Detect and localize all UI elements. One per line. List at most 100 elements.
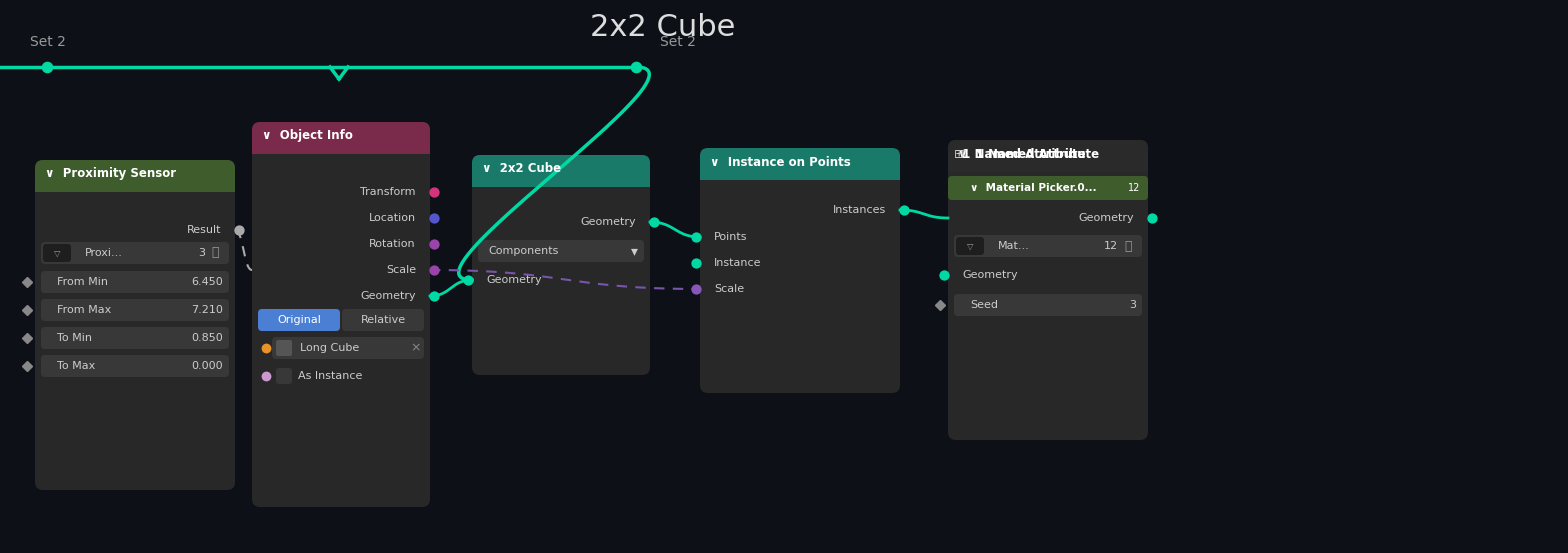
- FancyBboxPatch shape: [699, 148, 900, 393]
- Text: 12: 12: [1127, 183, 1140, 193]
- FancyBboxPatch shape: [41, 271, 229, 293]
- FancyBboxPatch shape: [34, 182, 235, 192]
- Text: ∨  Instance on Points: ∨ Instance on Points: [710, 155, 851, 169]
- FancyBboxPatch shape: [478, 240, 644, 262]
- FancyBboxPatch shape: [276, 340, 292, 356]
- Text: ⛨: ⛨: [1124, 239, 1132, 253]
- Text: Geometry: Geometry: [486, 275, 541, 285]
- Text: Instances: Instances: [833, 205, 886, 215]
- FancyBboxPatch shape: [949, 140, 1148, 168]
- FancyBboxPatch shape: [699, 148, 900, 176]
- Point: [684, 285, 709, 294]
- Text: ∨  2x2 Cube: ∨ 2x2 Cube: [481, 163, 561, 175]
- Text: Original: Original: [278, 315, 321, 325]
- FancyBboxPatch shape: [949, 140, 1148, 440]
- Text: ⊞: ⊞: [953, 148, 964, 160]
- FancyBboxPatch shape: [41, 327, 229, 349]
- FancyBboxPatch shape: [949, 162, 1148, 172]
- Text: Points: Points: [713, 232, 748, 242]
- FancyBboxPatch shape: [472, 177, 651, 187]
- FancyBboxPatch shape: [949, 176, 1148, 200]
- Text: 12: 12: [1104, 241, 1118, 251]
- FancyBboxPatch shape: [41, 299, 229, 321]
- Text: Instance: Instance: [713, 258, 762, 268]
- Text: ⛨: ⛨: [212, 247, 220, 259]
- Point: [34, 62, 60, 71]
- Text: 7.210: 7.210: [191, 305, 223, 315]
- Text: From Min: From Min: [56, 277, 108, 287]
- Text: 3: 3: [1129, 300, 1135, 310]
- FancyBboxPatch shape: [699, 170, 900, 180]
- Point: [254, 372, 279, 380]
- Text: ▾: ▾: [630, 244, 638, 258]
- Text: ▽: ▽: [967, 242, 974, 251]
- Text: 0.850: 0.850: [191, 333, 223, 343]
- FancyBboxPatch shape: [953, 294, 1142, 316]
- Point: [455, 275, 480, 284]
- FancyBboxPatch shape: [34, 160, 235, 490]
- FancyBboxPatch shape: [472, 155, 651, 183]
- Text: Scale: Scale: [713, 284, 745, 294]
- Text: 0.000: 0.000: [191, 361, 223, 371]
- Point: [422, 239, 447, 248]
- Text: Transform: Transform: [361, 187, 416, 197]
- FancyBboxPatch shape: [953, 235, 1142, 257]
- FancyBboxPatch shape: [252, 144, 430, 154]
- Text: From Max: From Max: [56, 305, 111, 315]
- Point: [641, 217, 666, 226]
- Point: [422, 213, 447, 222]
- FancyBboxPatch shape: [42, 244, 71, 262]
- Text: Scale: Scale: [386, 265, 416, 275]
- Text: Rotation: Rotation: [370, 239, 416, 249]
- Text: ∨  Proximity Sensor: ∨ Proximity Sensor: [45, 168, 176, 180]
- Text: 3: 3: [198, 248, 205, 258]
- Point: [422, 265, 447, 274]
- Point: [422, 187, 447, 196]
- FancyBboxPatch shape: [472, 155, 651, 375]
- FancyBboxPatch shape: [252, 122, 430, 150]
- Text: Geometry: Geometry: [361, 291, 416, 301]
- Text: ×: ×: [411, 342, 422, 354]
- Text: 2x2 Cube: 2x2 Cube: [590, 13, 735, 41]
- Text: 1 Named Attribute: 1 Named Attribute: [953, 148, 1085, 160]
- Point: [226, 226, 251, 234]
- FancyBboxPatch shape: [41, 242, 229, 264]
- Text: Result: Result: [187, 225, 221, 235]
- Text: ∨  1 Named Attribute: ∨ 1 Named Attribute: [958, 148, 1099, 160]
- Point: [422, 291, 447, 300]
- Text: 6.450: 6.450: [191, 277, 223, 287]
- FancyBboxPatch shape: [276, 368, 292, 384]
- Text: As Instance: As Instance: [298, 371, 362, 381]
- Text: To Min: To Min: [56, 333, 93, 343]
- FancyBboxPatch shape: [259, 309, 340, 331]
- FancyBboxPatch shape: [271, 337, 423, 359]
- Text: Seed: Seed: [971, 300, 997, 310]
- Point: [684, 259, 709, 268]
- FancyBboxPatch shape: [956, 237, 985, 255]
- Text: Geometry: Geometry: [580, 217, 637, 227]
- Text: ∨  Object Info: ∨ Object Info: [262, 129, 353, 143]
- Text: Relative: Relative: [361, 315, 406, 325]
- Point: [931, 270, 956, 279]
- Text: Components: Components: [488, 246, 558, 256]
- Text: Long Cube: Long Cube: [299, 343, 359, 353]
- Text: Proxi...: Proxi...: [85, 248, 122, 258]
- Text: Set 2: Set 2: [660, 35, 696, 49]
- Text: Geometry: Geometry: [1079, 213, 1134, 223]
- Text: ▽: ▽: [53, 248, 60, 258]
- Text: Location: Location: [368, 213, 416, 223]
- FancyBboxPatch shape: [41, 355, 229, 377]
- Point: [1140, 213, 1165, 222]
- Point: [892, 206, 917, 215]
- Text: Set 2: Set 2: [30, 35, 66, 49]
- Point: [624, 62, 649, 71]
- Text: To Max: To Max: [56, 361, 96, 371]
- FancyBboxPatch shape: [342, 309, 423, 331]
- Point: [254, 343, 279, 352]
- Point: [684, 233, 709, 242]
- Text: Geometry: Geometry: [963, 270, 1018, 280]
- FancyBboxPatch shape: [34, 160, 235, 188]
- FancyBboxPatch shape: [252, 122, 430, 507]
- Text: ∨  Material Picker.0...: ∨ Material Picker.0...: [971, 183, 1096, 193]
- Text: Mat...: Mat...: [997, 241, 1030, 251]
